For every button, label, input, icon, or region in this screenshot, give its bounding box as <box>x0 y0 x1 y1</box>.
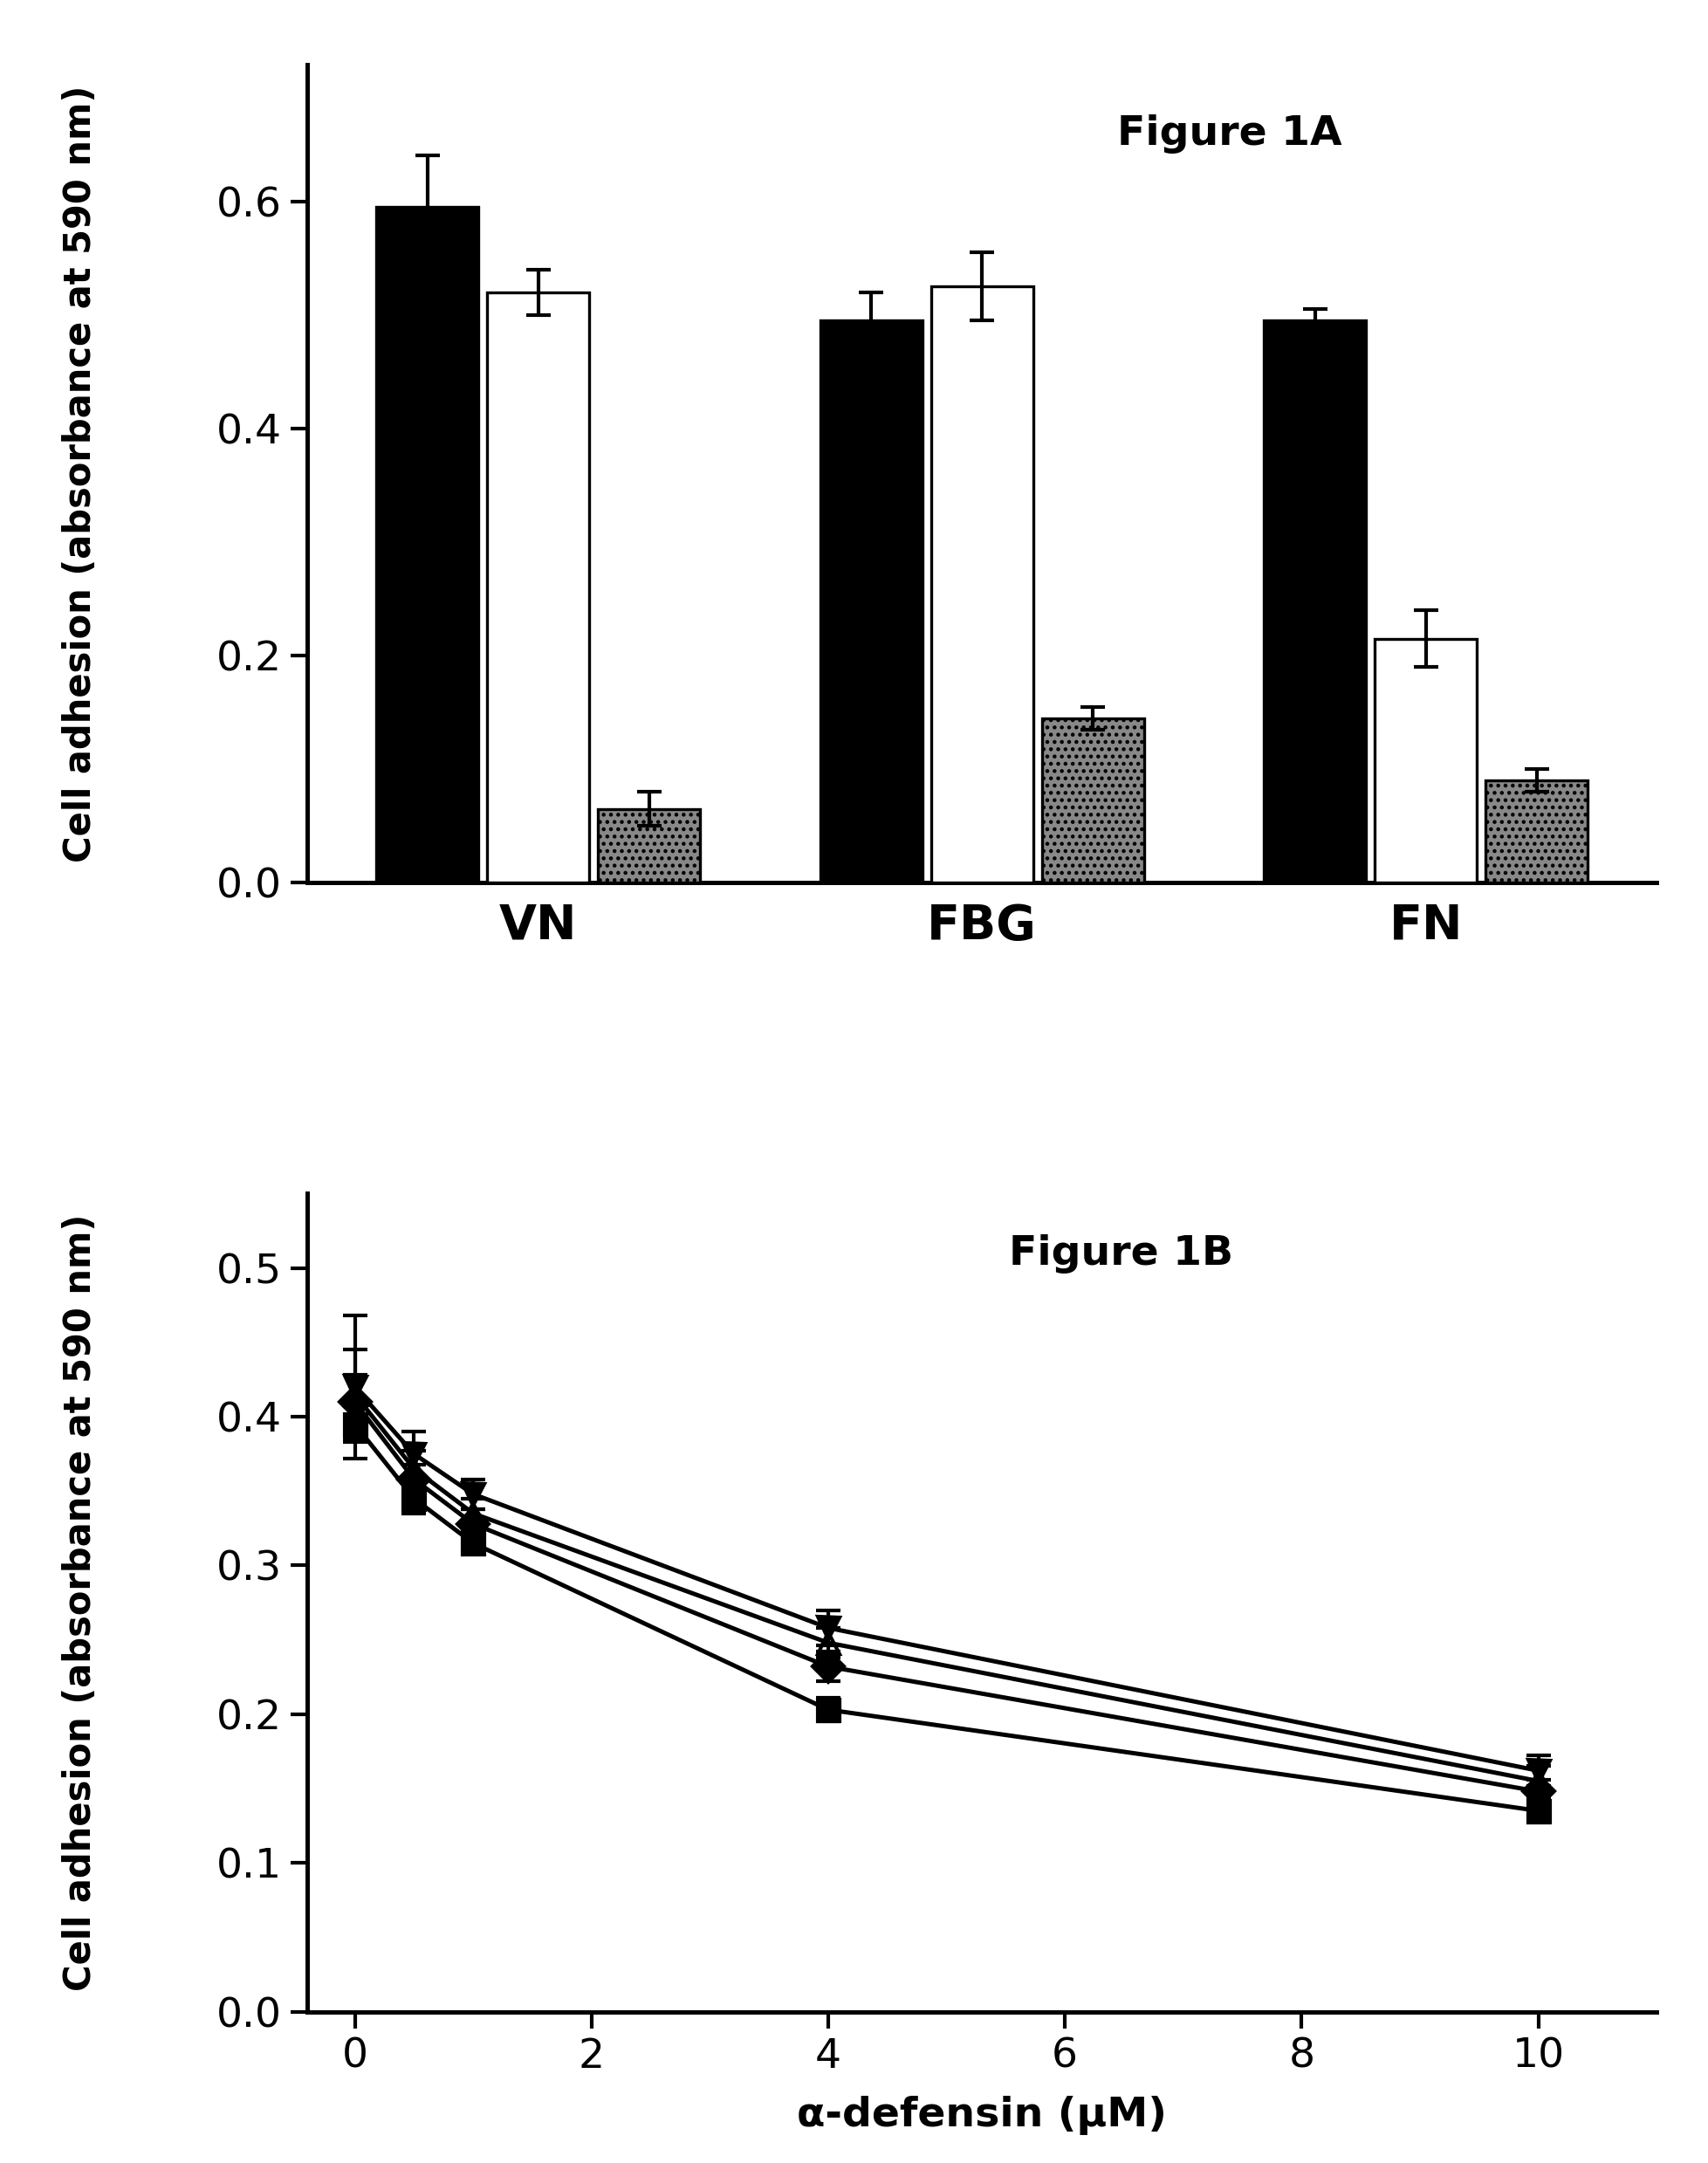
Bar <box>1264 320 1366 883</box>
Bar <box>1375 638 1477 883</box>
Y-axis label: Cell adhesion (absorbance at 590 nm): Cell adhesion (absorbance at 590 nm) <box>61 84 99 863</box>
Bar <box>598 809 700 883</box>
Text: Figure 1A: Figure 1A <box>1117 115 1342 154</box>
Bar <box>376 208 478 883</box>
Text: Figure 1B: Figure 1B <box>1009 1235 1233 1274</box>
Y-axis label: Cell adhesion (absorbance at 590 nm): Cell adhesion (absorbance at 590 nm) <box>61 1213 99 1992</box>
Bar <box>1486 781 1588 883</box>
X-axis label: α-defensin (μM): α-defensin (μM) <box>798 2096 1167 2135</box>
Bar <box>1042 718 1144 883</box>
Bar <box>820 320 922 883</box>
Bar <box>487 292 589 883</box>
Bar <box>931 286 1033 883</box>
